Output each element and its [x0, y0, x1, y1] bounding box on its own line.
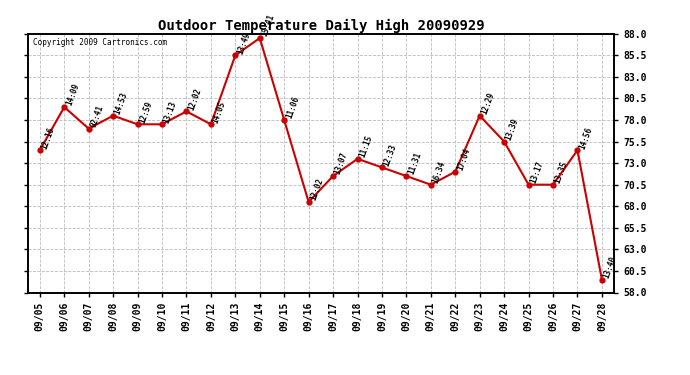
Text: 13:40: 13:40 — [602, 255, 618, 280]
Text: 17:04: 17:04 — [455, 147, 472, 172]
Text: 14:53: 14:53 — [113, 91, 130, 116]
Text: 14:09: 14:09 — [64, 82, 81, 107]
Text: 13:49: 13:49 — [235, 30, 252, 56]
Text: 12:02: 12:02 — [308, 177, 325, 202]
Text: 11:15: 11:15 — [357, 134, 374, 159]
Text: 12:29: 12:29 — [480, 91, 496, 116]
Text: 12:16: 12:16 — [40, 125, 56, 150]
Title: Outdoor Temperature Daily High 20090929: Outdoor Temperature Daily High 20090929 — [157, 18, 484, 33]
Text: 13:13: 13:13 — [162, 99, 179, 124]
Text: 11:31: 11:31 — [406, 151, 423, 176]
Text: 14:56: 14:56 — [578, 125, 594, 150]
Text: 13:35: 13:35 — [553, 160, 569, 185]
Text: 12:02: 12:02 — [186, 87, 203, 111]
Text: Copyright 2009 Cartronics.com: Copyright 2009 Cartronics.com — [34, 38, 168, 46]
Text: 12:33: 12:33 — [382, 142, 398, 167]
Text: 13:07: 13:07 — [333, 151, 349, 176]
Text: 15:41: 15:41 — [259, 13, 276, 38]
Text: 12:59: 12:59 — [137, 99, 154, 124]
Text: 11:06: 11:06 — [284, 95, 301, 120]
Text: 14:05: 14:05 — [211, 99, 227, 124]
Text: 02:41: 02:41 — [89, 104, 105, 129]
Text: 13:17: 13:17 — [529, 160, 545, 185]
Text: 16:34: 16:34 — [431, 160, 447, 185]
Text: 13:39: 13:39 — [504, 117, 520, 142]
